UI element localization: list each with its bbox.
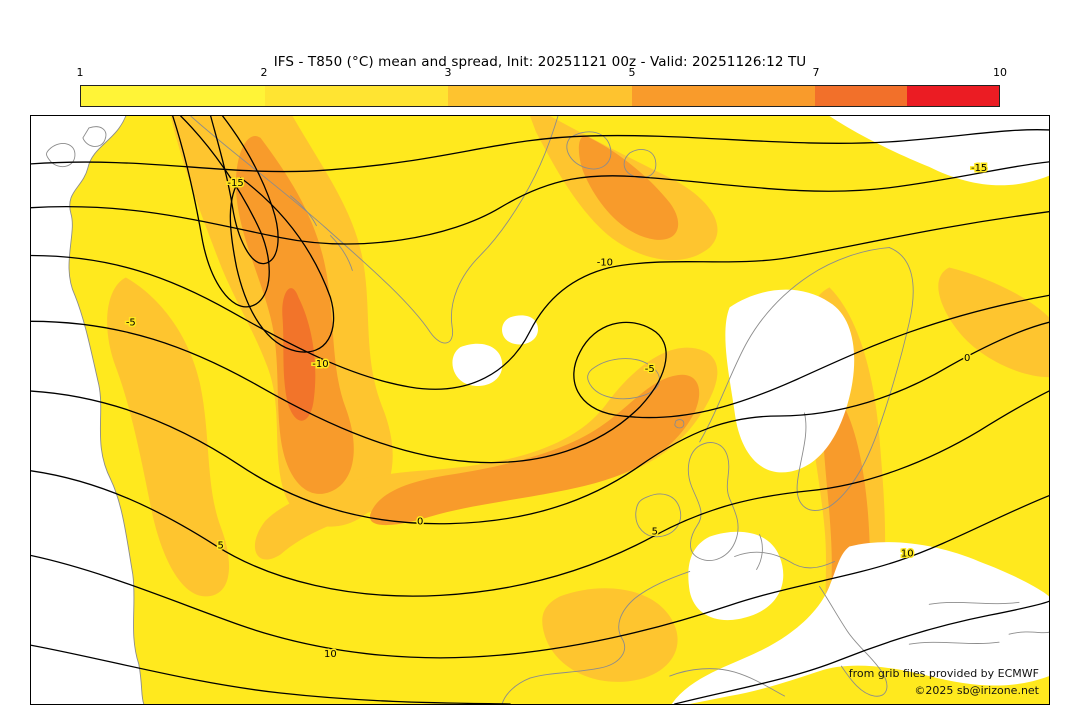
north-america-coastline: [68, 116, 145, 704]
contour-line: [172, 116, 270, 308]
attribution-source: from grib files provided by ECMWF: [848, 666, 1039, 680]
colorbar-segment: [815, 86, 908, 106]
contour-label: -10: [312, 359, 328, 370]
iceland-coastline: [587, 358, 660, 400]
contour-label: 5: [217, 541, 223, 552]
great-britain-coastline: [687, 442, 739, 561]
contour-label: 5: [652, 527, 658, 538]
arctic-island-coastline: [82, 126, 107, 147]
contour-label: 10: [324, 649, 337, 660]
iberia-coastline: [501, 677, 531, 704]
contour-label: -15: [227, 178, 243, 189]
greenland-fjord-line: [290, 195, 317, 227]
contour-value-labels: -15 -15 -10 -10 -5 -5 0 0 5 5 10 10: [124, 161, 988, 661]
colorbar-ticks: 1 2 3 5 7 10: [76, 66, 1008, 80]
baltic-inner-coastline: [796, 412, 830, 511]
contour-label: -5: [645, 364, 655, 375]
south-france-coastline: [669, 668, 785, 697]
contour-label: -5: [126, 317, 136, 328]
southeast-coastline-detail: [928, 601, 1020, 605]
svalbard-island-coastline: [623, 149, 657, 179]
coastlines: [46, 116, 1049, 704]
denmark-coastline: [734, 551, 835, 569]
contour-line: [31, 161, 1049, 245]
southeast-coastline-detail: [908, 641, 1000, 645]
contour-closed-loop: [229, 176, 335, 353]
colorbar-segment: [448, 86, 632, 106]
colorbar-tick-label: 2: [260, 66, 268, 79]
channel-biscay-coastline: [529, 571, 691, 679]
contour-line: [31, 321, 1049, 525]
svalbard-coastline: [566, 131, 612, 170]
ireland-coastline: [635, 493, 682, 538]
colorbar-tick-label: 3: [444, 66, 452, 79]
colorbar-segment: [907, 86, 999, 106]
contour-label: 0: [964, 353, 970, 364]
contour-line: [31, 644, 511, 704]
forecast-map: -15 -15 -10 -10 -5 -5 0 0 5 5 10 10: [31, 116, 1049, 704]
colorbar-tick-label: 7: [812, 66, 820, 79]
norway-coastline: [699, 247, 890, 443]
colorbar-tick-label: 10: [993, 66, 1007, 79]
arctic-island-coastline: [46, 143, 76, 168]
contour-line: [31, 390, 1049, 597]
colorbar-tick-label: 5: [628, 66, 636, 79]
spread-5-7-regions: [282, 288, 316, 421]
southeast-coastline-detail: [1008, 631, 1049, 635]
contour-line: [31, 495, 1049, 659]
colorbar-segment: [81, 86, 265, 106]
attribution: from grib files provided by ECMWF ©2025 …: [849, 665, 1039, 699]
greenland-coastline: [190, 116, 559, 344]
contour-line: [31, 294, 1049, 464]
colorbar: [80, 85, 1000, 107]
contour-line: [209, 116, 279, 265]
map-area: -15 -15 -10 -10 -5 -5 0 0 5 5 10 10 from grib files…: [30, 115, 1050, 705]
mean-contour-lines: [31, 116, 1049, 704]
colorbar-tick-label: 1: [76, 66, 84, 79]
colorbar-segment: [264, 86, 449, 106]
attribution-copyright: ©2025 sb@irizone.net: [914, 683, 1039, 697]
contour-line: [674, 600, 1049, 704]
jutland-coastline: [756, 534, 763, 570]
contour-label: -10: [597, 257, 613, 268]
contour-line: [31, 211, 1049, 390]
colorbar-segment: [631, 86, 816, 106]
faroe-coastline: [674, 419, 685, 429]
low-spread-white-regions: [31, 116, 1049, 704]
italy-coastline: [819, 585, 888, 697]
contour-label: -15: [971, 163, 987, 174]
sweden-baltic-coastline: [828, 247, 914, 508]
contour-label: 0: [417, 517, 423, 528]
greenland-fjord-line: [329, 235, 353, 271]
chart-title: IFS - T850 (°C) mean and spread, Init: 2…: [273, 54, 807, 70]
contour-label: 10: [901, 549, 914, 560]
